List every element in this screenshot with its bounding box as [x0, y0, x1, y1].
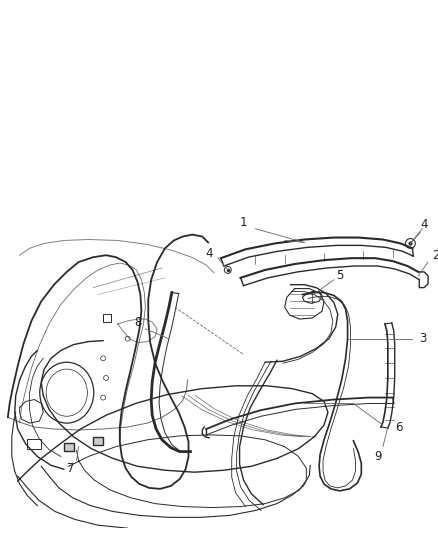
FancyBboxPatch shape — [64, 443, 74, 450]
Text: 4: 4 — [420, 219, 428, 231]
Text: 1: 1 — [240, 216, 247, 229]
Text: 2: 2 — [432, 249, 438, 262]
FancyBboxPatch shape — [103, 314, 111, 322]
Text: 6: 6 — [395, 421, 402, 433]
Text: 4: 4 — [205, 247, 213, 260]
Text: 5: 5 — [336, 269, 343, 282]
Text: 7: 7 — [67, 462, 74, 475]
Text: 9: 9 — [374, 450, 382, 463]
FancyBboxPatch shape — [28, 439, 41, 449]
Text: 3: 3 — [419, 332, 427, 345]
Text: 8: 8 — [134, 317, 141, 329]
FancyBboxPatch shape — [93, 437, 103, 445]
